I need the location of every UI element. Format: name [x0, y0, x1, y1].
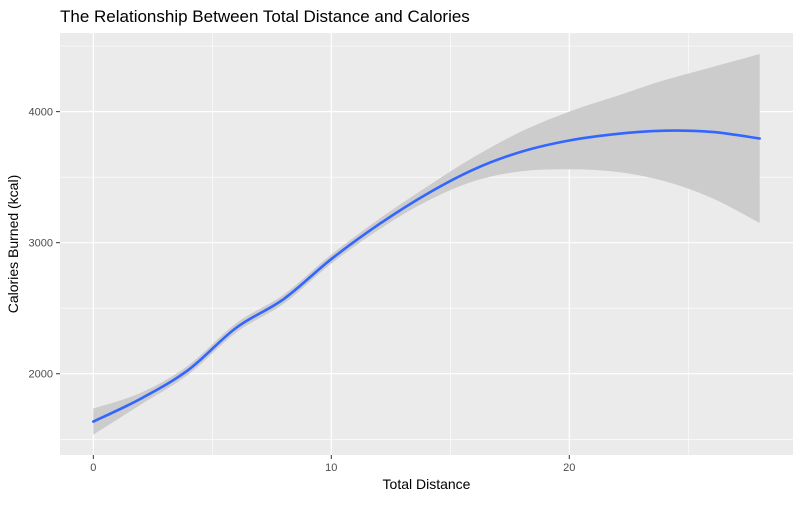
confidence-ribbon — [93, 53, 760, 435]
y-axis-title: Calories Burned (kcal) — [5, 175, 21, 314]
chart-title: The Relationship Between Total Distance … — [60, 7, 470, 26]
confidence-ribbon-layer — [93, 53, 760, 435]
smooth-trend-line — [92, 129, 761, 423]
x-tick-label: 20 — [563, 462, 575, 474]
x-axis-title: Total Distance — [383, 476, 471, 492]
y-tick-label: 4000 — [29, 107, 53, 119]
x-tick-label: 0 — [90, 462, 96, 474]
axis-ticks — [56, 111, 570, 459]
x-tick-label: 10 — [325, 462, 337, 474]
tick-labels: 0 10 20 2000 3000 4000 — [29, 107, 576, 474]
y-tick-label: 3000 — [29, 238, 53, 250]
smooth-line-layer — [92, 129, 761, 423]
y-tick-label: 2000 — [29, 369, 53, 381]
